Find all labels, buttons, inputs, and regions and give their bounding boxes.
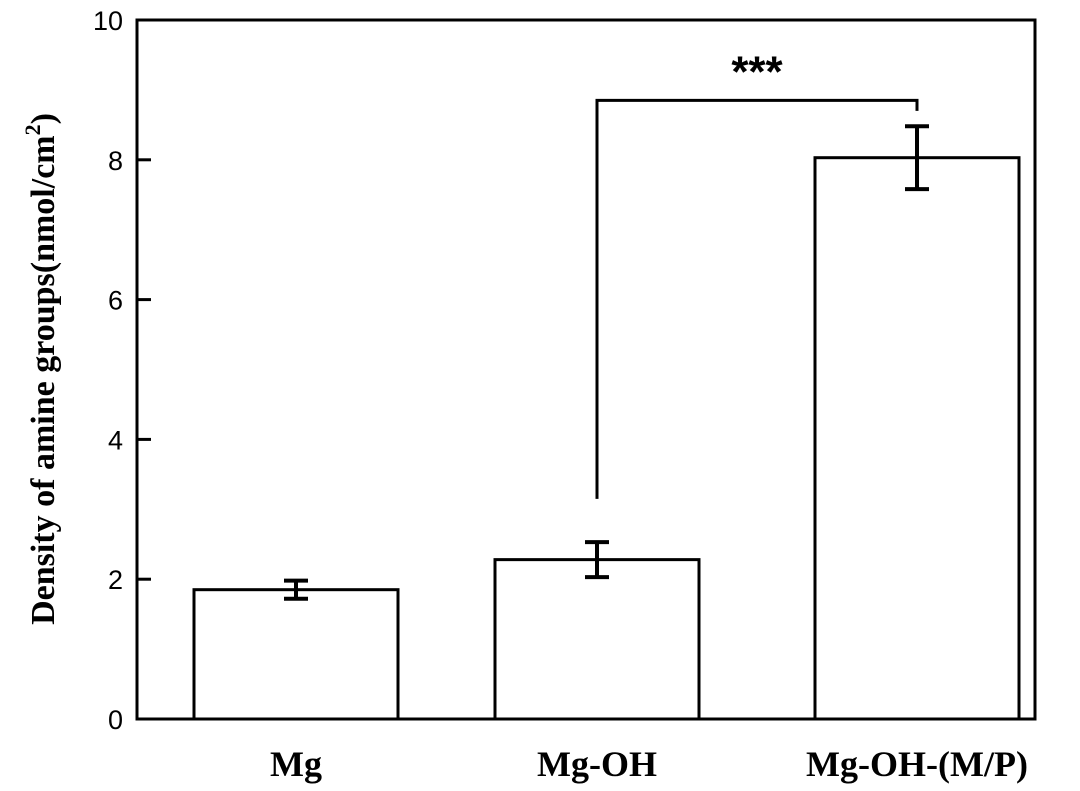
bars	[192, 156, 1021, 721]
y-tick-label: 2	[108, 565, 123, 595]
category-label: Mg	[270, 744, 322, 784]
error-bar	[284, 578, 308, 601]
error-bar	[905, 124, 929, 192]
significance-label: ***	[731, 47, 783, 96]
bar-mg-oh-m-p	[813, 156, 1021, 721]
bar-mg	[192, 588, 400, 721]
y-tick-label: 8	[108, 146, 123, 176]
bar-mg-oh	[493, 558, 701, 721]
y-axis-label: Density of amine groups(nmol/cm2)	[20, 113, 62, 625]
y-tick-label: 4	[108, 425, 123, 455]
y-axis-label-superscript: 2	[20, 124, 45, 135]
y-axis-label-close: )	[25, 113, 62, 124]
category-label: Mg-OH	[537, 744, 657, 784]
y-tick-label: 10	[93, 6, 123, 36]
y-axis-ticks: 0 2 4 6 8 10	[93, 6, 151, 735]
significance-line	[595, 98, 919, 499]
y-tick-label: 0	[108, 705, 123, 735]
y-tick-label: 6	[108, 286, 123, 316]
error-bar	[585, 540, 609, 580]
y-axis-label-main: Density of amine groups(nmol/cm	[25, 135, 62, 625]
error-bars	[284, 124, 929, 601]
x-axis-labels: Mg Mg-OH Mg-OH-(M/P)	[270, 744, 1028, 784]
significance-bracket: ***	[595, 47, 919, 499]
category-label: Mg-OH-(M/P)	[806, 744, 1028, 784]
